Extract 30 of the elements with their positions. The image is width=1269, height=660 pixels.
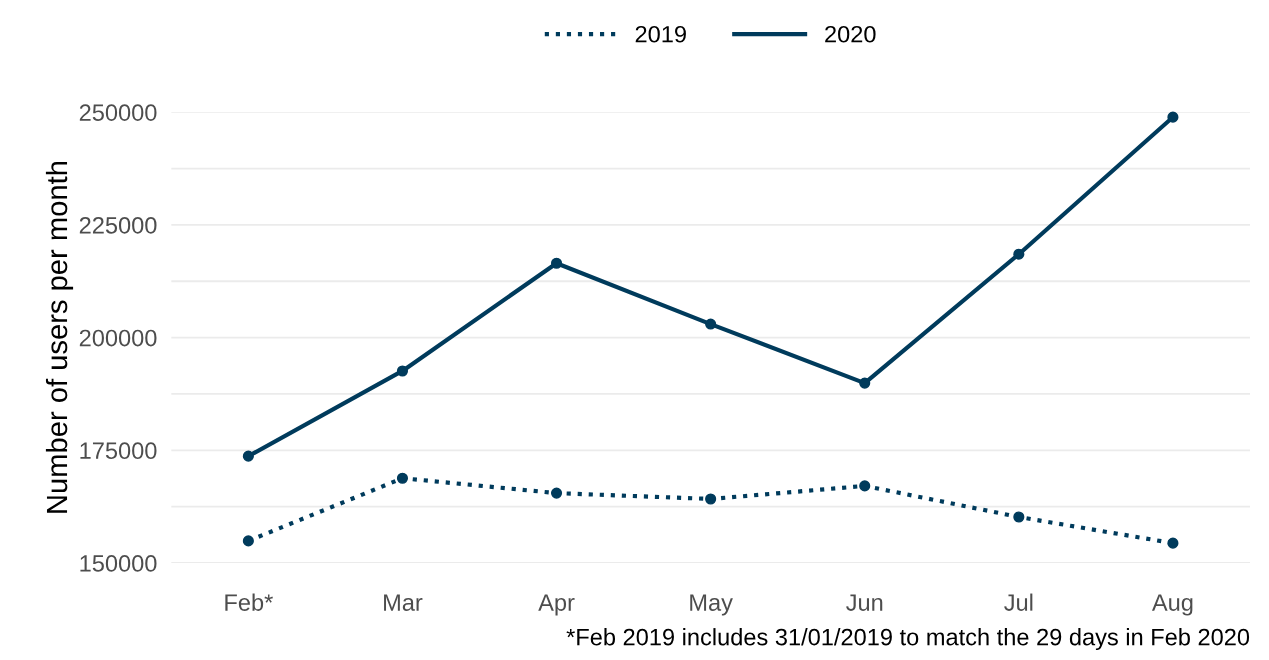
point — [705, 493, 717, 505]
point — [242, 535, 254, 547]
x-tick-label: May — [690, 594, 733, 616]
x-tick-label: Jul — [1004, 593, 1033, 611]
x-tick-label: Mar — [384, 594, 423, 611]
legend-label: 2020 — [825, 25, 876, 43]
y-tick-label: 225000 — [79, 216, 157, 234]
x-tick-label: Aug — [1151, 594, 1193, 616]
point — [1013, 248, 1025, 260]
point — [1167, 111, 1179, 123]
y-tick-label: 175000 — [80, 442, 157, 460]
point — [396, 472, 409, 484]
y-tick-label: 250000 — [79, 104, 157, 121]
x-tick-label: Apr — [538, 594, 575, 616]
point — [705, 318, 717, 330]
x-tick-label: Jun — [846, 594, 883, 611]
point — [859, 377, 871, 389]
point — [550, 487, 563, 499]
text: *Feb 2019 includes 31/01/2019 to match the 29 days in Feb 2020 — [566, 628, 1250, 651]
y-axis-title: Number of users per month — [45, 161, 74, 513]
point — [859, 480, 871, 492]
point — [1167, 537, 1179, 549]
y-tick-label: 200000 — [79, 329, 157, 347]
point — [550, 257, 563, 269]
point — [1013, 511, 1025, 523]
x-tick-label: Feb* — [225, 593, 273, 611]
point — [396, 365, 409, 377]
point — [242, 450, 254, 462]
y-tick-label: 150000 — [80, 555, 157, 572]
legend-label: 2019 — [635, 25, 686, 43]
